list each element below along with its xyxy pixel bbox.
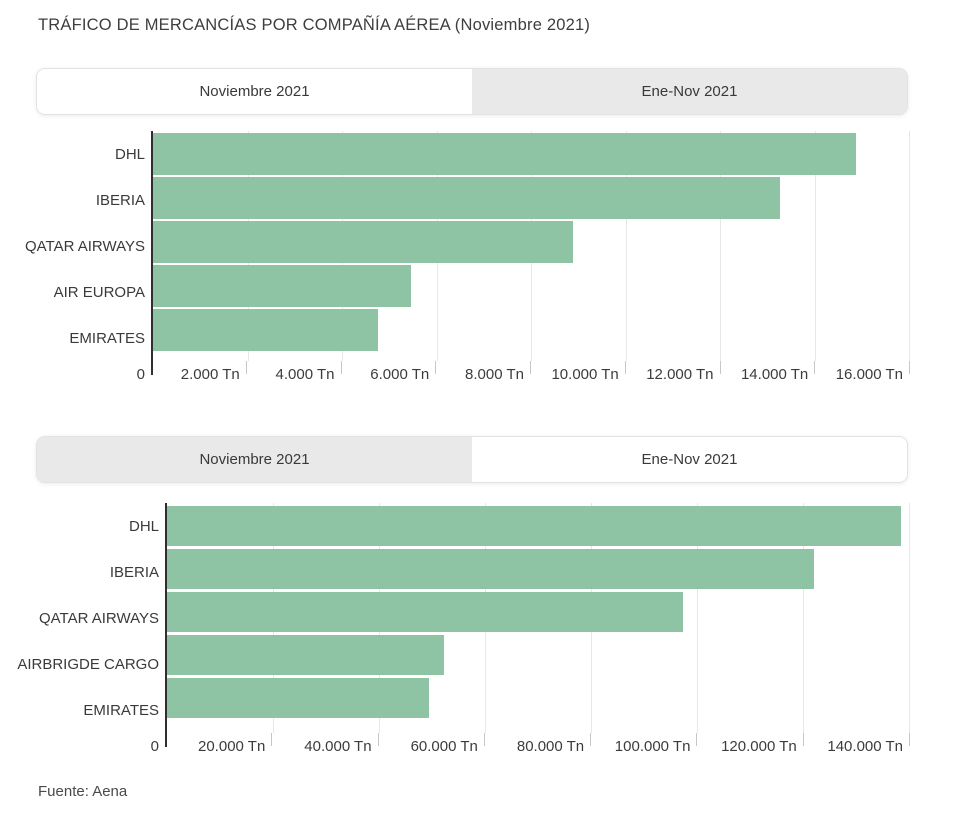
bar-emirates (167, 678, 429, 718)
gridline (625, 131, 627, 361)
bar-chart-ene-nov-2021: DHL IBERIA QATAR AIRWAYS AIRBRIGDE CARGO EMI… (0, 503, 910, 761)
tab-noviembre-2021[interactable]: Noviembre 2021 (37, 69, 472, 114)
plot-area: DHL IBERIA QATAR AIRWAYS AIRBRIGDE CARGO EMI… (0, 503, 910, 733)
axis-tick (802, 733, 804, 746)
axis-line (151, 361, 153, 375)
page-title: TRÁFICO DE MERCANCÍAS POR COMPAÑÍA AÉREA… (38, 16, 591, 34)
axis-tick-label: 12.000 Tn (646, 366, 714, 383)
axis-labels-area: 0 20.000 Tn 40.000 Tn 60.000 Tn 80.000 Tn 100… (151, 733, 910, 761)
bar-airbrigde-cargo (167, 635, 445, 675)
tab-ene-nov-2021[interactable]: Ene-Nov 2021 (472, 69, 907, 114)
axis-tick-label: 80.000 Tn (516, 738, 585, 755)
category-label-emirates: EMIRATES (69, 329, 145, 347)
axis-spacer (0, 361, 151, 389)
axis-tick-label: 14.000 Tn (740, 366, 809, 383)
axis-tick (483, 733, 485, 746)
axis-tick-label: 8.000 Tn (465, 366, 524, 383)
bar-qatar-airways (167, 592, 683, 632)
gridline (720, 131, 721, 361)
axis-tick-label: 4.000 Tn (275, 366, 335, 383)
tab-bar-chart-1: Noviembre 2021 Ene-Nov 2021 (36, 68, 908, 115)
category-label-qatar-airways: QATAR AIRWAYS (38, 609, 159, 627)
plot-area: DHL IBERIA QATAR AIRWAYS AIR EUROPA EMIRATES (0, 131, 910, 361)
axis-line (165, 733, 167, 747)
x-axis: 0 20.000 Tn 40.000 Tn 60.000 Tn 80.000 Tn 100… (0, 733, 910, 761)
axis-tick (245, 361, 247, 374)
category-label-dhl: DHL (128, 517, 159, 535)
axis-tick (590, 733, 592, 746)
category-labels: DHL IBERIA QATAR AIRWAYS AIR EUROPA EMIRATES (0, 131, 145, 361)
category-label-qatar-airways: QATAR AIRWAYS (24, 237, 145, 255)
axis-tick (435, 361, 437, 374)
axis-tick-label: 0 (150, 738, 159, 755)
category-label-iberia: IBERIA (95, 191, 145, 209)
axis-tick-label: 0 (136, 366, 145, 383)
axis-tick-label: 120.000 Tn (721, 738, 797, 755)
axis-tick-label: 16.000 Tn (835, 366, 903, 383)
bar-chart-noviembre-2021: DHL IBERIA QATAR AIRWAYS AIR EUROPA EMIRATES… (0, 131, 910, 389)
axis-tick (271, 733, 273, 746)
category-labels: DHL IBERIA QATAR AIRWAYS AIRBRIGDE CARGO EMI… (0, 503, 159, 733)
axis-tick (909, 733, 910, 746)
tab-ene-nov-2021[interactable]: Ene-Nov 2021 (472, 437, 907, 482)
gridline (814, 131, 816, 361)
bar-dhl (153, 133, 857, 175)
axis-tick-label: 100.000 Tn (614, 738, 691, 755)
category-label-iberia: IBERIA (109, 563, 159, 581)
axis-tick (377, 733, 379, 746)
category-label-airbrigde-cargo: AIRBRIGDE CARGO (17, 655, 159, 673)
tab-bar-chart-2: Noviembre 2021 Ene-Nov 2021 (36, 436, 908, 483)
axis-tick (719, 361, 721, 374)
x-axis: 0 2.000 Tn 4.000 Tn 6.000 Tn 8.000 Tn 10.000 … (0, 361, 910, 389)
category-label-air-europa: AIR EUROPA (53, 283, 145, 301)
axis-tick-label: 40.000 Tn (304, 738, 372, 755)
axis-tick-label: 6.000 Tn (370, 366, 430, 383)
axis-tick-label: 10.000 Tn (551, 366, 619, 383)
plot-grid (165, 503, 910, 733)
axis-tick (530, 361, 531, 374)
bar-qatar-airways (153, 221, 574, 263)
axis-tick (909, 361, 910, 374)
bar-dhl (167, 506, 901, 546)
bar-emirates (153, 309, 378, 351)
axis-tick (814, 361, 816, 374)
source-note: Fuente: Aena (38, 783, 128, 800)
axis-tick-label: 20.000 Tn (198, 738, 266, 755)
axis-spacer (0, 733, 165, 761)
axis-tick-label: 60.000 Tn (410, 738, 478, 755)
gridline (803, 503, 804, 733)
tab-noviembre-2021[interactable]: Noviembre 2021 (37, 437, 472, 482)
axis-tick (624, 361, 626, 374)
category-label-emirates: EMIRATES (83, 701, 159, 719)
gridline (697, 503, 698, 733)
axis-labels-area: 0 2.000 Tn 4.000 Tn 6.000 Tn 8.000 Tn 10.000 … (137, 361, 910, 389)
bar-iberia (167, 549, 815, 589)
gridline (909, 503, 910, 733)
gridline (909, 131, 910, 361)
axis-tick-label: 2.000 Tn (180, 366, 240, 383)
axis-tick-label: 140.000 Tn (827, 738, 903, 755)
axis-tick (696, 733, 698, 746)
category-label-dhl: DHL (114, 145, 145, 163)
bar-air-europa (153, 265, 412, 307)
axis-tick (340, 361, 342, 374)
plot-grid (151, 131, 910, 361)
bar-iberia (153, 177, 781, 219)
